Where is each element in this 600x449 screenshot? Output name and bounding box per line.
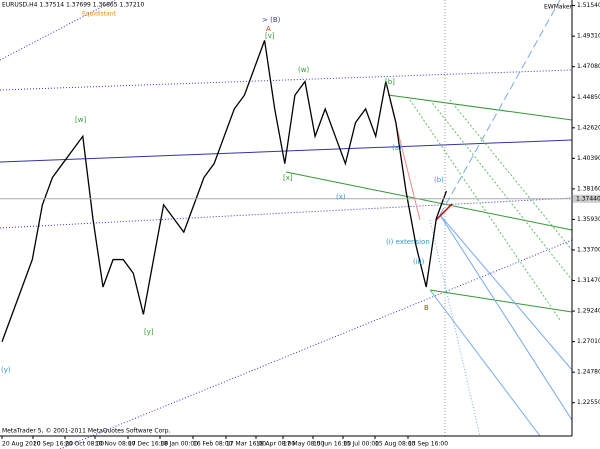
price-label: 1.44850	[577, 94, 600, 101]
time-label: 18 Apr 08:00	[256, 441, 295, 448]
price-label: 1.49310	[577, 33, 600, 40]
current-price-label: 1.37440	[576, 195, 600, 202]
wave-label: (x)	[336, 193, 346, 201]
price-label: 1.47080	[577, 63, 600, 70]
trend-line	[59, 239, 573, 449]
wave-label: [b]	[385, 78, 395, 86]
wave-label: (i) extension	[386, 238, 430, 246]
wave-label: [y]	[144, 328, 154, 336]
fan-line	[429, 219, 481, 437]
wave-label: B	[424, 304, 429, 312]
wave-label: (y)	[1, 366, 11, 374]
wave-label: > (B)	[262, 16, 281, 24]
time-label: 20 Oct 08:00	[65, 441, 104, 448]
projection	[439, 0, 561, 216]
price-label: 1.51540	[577, 2, 600, 9]
price-label: 1.42620	[577, 124, 600, 131]
fan-line	[435, 203, 453, 221]
price-label: 1.27010	[577, 338, 600, 345]
time-label: 20 Aug 2010	[2, 441, 41, 448]
trend-line	[0, 0, 116, 61]
price-label: 1.38160	[577, 185, 600, 192]
copyright: MetaTrader 5, © 2001-2011 MetaQuotes Sof…	[2, 428, 171, 435]
time-label: 16 Feb 08:00	[193, 441, 233, 448]
price-label: 1.33700	[577, 246, 600, 253]
current-price-box	[573, 194, 600, 203]
price-line	[1, 40, 448, 342]
channel-line	[429, 289, 573, 313]
wave-label: (w)	[298, 66, 309, 74]
fan-line	[409, 99, 561, 321]
price-label: 1.29240	[577, 308, 600, 315]
wave-label: (b)	[434, 176, 444, 184]
time-label: 17 Dec 16:00	[128, 441, 169, 448]
symbol-line: EURUSD,H4 1.37514 1.37699 1.36865 1.3721…	[2, 2, 144, 9]
time-label: 17 May 08:00	[283, 441, 324, 448]
brand: EWMaker	[544, 4, 573, 11]
time-label: 15 Aug 08:00	[375, 441, 416, 448]
fan-line	[429, 289, 541, 437]
wave-label: (a)	[392, 144, 402, 152]
time-label: 20 Sep 16:00	[33, 441, 73, 448]
price-label: 1.35930	[577, 216, 600, 223]
wave-label: A	[266, 25, 271, 33]
time-label: 15 Jul 00:00	[343, 441, 379, 448]
price-label: 1.31470	[577, 277, 600, 284]
channel-line	[387, 94, 573, 121]
time-label: 18 Jan 00:00	[160, 441, 198, 448]
fan-line	[439, 214, 573, 421]
time-label: 17 Mar 16:00	[226, 441, 266, 448]
drawings	[0, 0, 573, 449]
price-label: 1.24780	[577, 369, 600, 376]
wave-label: [x]	[283, 174, 293, 182]
fan-line	[449, 99, 573, 251]
time-label: 10 Nov 08:00	[95, 441, 136, 448]
trend-line	[0, 139, 573, 163]
price-label: 1.40390	[577, 155, 600, 162]
time-label: 13 Sep 16:00	[408, 441, 448, 448]
time-label: 15 Jun 16:00	[313, 441, 351, 448]
wave-label: (iii)	[413, 258, 425, 266]
fan-line	[439, 214, 573, 371]
tool-name[interactable]: Equidistant	[82, 11, 117, 18]
trend-line	[0, 197, 573, 229]
wave-label: [v]	[265, 32, 275, 40]
price-label: 1.22550	[577, 399, 600, 406]
wave-label: [w]	[75, 116, 86, 124]
